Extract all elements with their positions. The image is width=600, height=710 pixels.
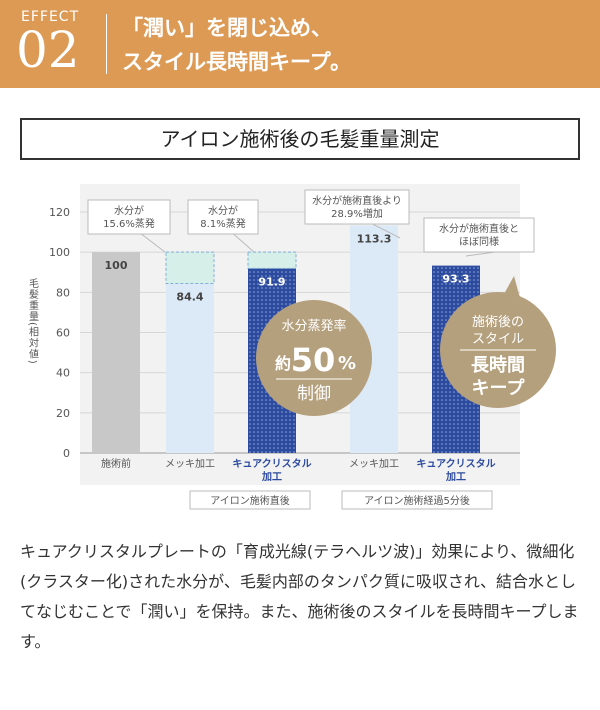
annotation-text: 水分が [114, 204, 144, 217]
annotation-box [187, 199, 259, 235]
weight-chart: 0 20 40 60 80 100 120 毛髪重量(相対値) 100 84.4 91.9 113.3… [27, 184, 556, 510]
group-label: アイロン施術直後 [210, 494, 290, 507]
annotation-text: 15.6%蒸発 [103, 217, 155, 230]
annotation-text: 8.1%蒸発 [200, 217, 245, 230]
category-label: 加工 [445, 470, 466, 483]
callout-text: 制御 [297, 384, 331, 404]
annotation-leader [233, 233, 255, 253]
annotation-leader [465, 251, 496, 257]
category-label: 施術前 [101, 457, 131, 470]
group-label: アイロン施術経過5分後 [364, 494, 470, 507]
effect-label: EFFECT [21, 9, 80, 25]
callout-circle [256, 300, 372, 416]
y-tick-label: 100 [49, 246, 70, 259]
bar [92, 252, 140, 453]
annotation-text: 水分が施術直後より [312, 194, 402, 207]
callout-text: 50 [291, 341, 336, 379]
y-tick-label: 80 [56, 286, 70, 299]
category-label: キュアクリスタル [232, 458, 311, 470]
annotation-box [423, 217, 535, 253]
category-label: 加工 [261, 470, 282, 483]
section-title: アイロン施術後の毛髪重量測定 [20, 118, 580, 160]
bar [166, 283, 214, 453]
category-label: キュアクリスタル [416, 458, 495, 470]
y-tick-label: 20 [56, 407, 70, 420]
y-tick-label: 40 [56, 367, 70, 380]
bar-value-label: 91.9 [258, 275, 285, 288]
y-tick-label: 0 [63, 447, 70, 460]
evaporation-box [247, 251, 297, 269]
effect-number: 02 [16, 21, 80, 79]
y-axis-label: 毛髪重量(相対値) [27, 278, 39, 365]
callout-text: スタイル [472, 332, 524, 347]
group-label-box [341, 490, 493, 510]
annotation-box [304, 189, 410, 225]
bar-value-label: 93.3 [442, 273, 469, 286]
annotation-text: 28.9%増加 [331, 207, 383, 220]
bar-value-label: 84.4 [176, 290, 203, 303]
bar-value-label: 113.3 [357, 232, 392, 245]
headline-line-2: スタイル長時間キープ。 [122, 50, 352, 74]
headline-line-1: 「潤い」を閉じ込め、 [122, 16, 332, 40]
y-tick-label: 120 [49, 206, 70, 219]
annotation-box [87, 199, 171, 235]
bar-value-label: 100 [105, 259, 128, 272]
annotation-text: ほぼ同様 [459, 235, 499, 248]
y-tick-label: 60 [56, 327, 70, 340]
callout-text: 施術後の [472, 315, 524, 330]
group-label-box [189, 490, 311, 510]
banner-divider [106, 14, 107, 74]
callout-text: 水分蒸発率 [281, 318, 346, 334]
effect-banner: EFFECT 02 「潤い」を閉じ込め、 スタイル長時間キープ。 [0, 0, 600, 88]
category-label: メッキ加工 [349, 458, 399, 470]
evaporation-box [165, 251, 215, 284]
description-text: キュアクリスタルプレートの「育成光線(テラヘルツ波)」効果により、微細化(クラス… [20, 542, 579, 651]
callout-text: 長時間 [471, 355, 525, 376]
annotation-leader [372, 223, 401, 239]
annotation-text: 水分が施術直後と [439, 222, 519, 235]
callout-text: % [338, 353, 356, 374]
callout-text: キープ [472, 377, 526, 399]
callout-text: 約 [275, 354, 291, 373]
annotation-text: 水分が [208, 204, 238, 217]
annotation-leader [140, 233, 166, 253]
category-label: メッキ加工 [165, 458, 215, 470]
